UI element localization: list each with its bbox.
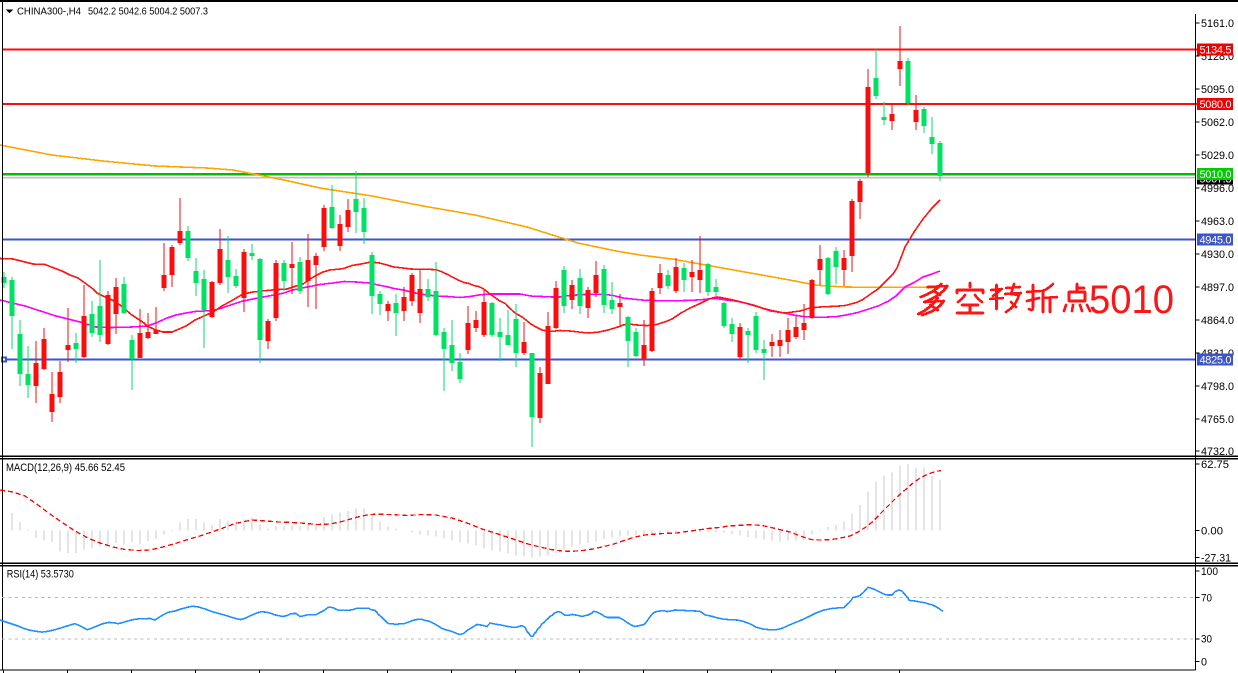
svg-text:4996.0: 4996.0 (1201, 183, 1234, 195)
svg-text:4732.0: 4732.0 (1201, 446, 1234, 458)
svg-text:5010.0: 5010.0 (1200, 169, 1232, 181)
svg-text:5062.0: 5062.0 (1201, 117, 1234, 129)
svg-text:4765.0: 4765.0 (1201, 414, 1234, 426)
svg-text:RSI(14) 53.5730: RSI(14) 53.5730 (7, 568, 74, 580)
svg-text:62.75: 62.75 (1201, 459, 1229, 471)
svg-text:MACD(12,26,9) 45.66 52.45: MACD(12,26,9) 45.66 52.45 (6, 462, 125, 474)
svg-text:5134.5: 5134.5 (1200, 45, 1232, 57)
svg-text:5029.0: 5029.0 (1201, 150, 1234, 162)
svg-text:4825.0: 4825.0 (1200, 355, 1232, 367)
svg-text:5042.2 5042.6 5004.2 5007.3: 5042.2 5042.6 5004.2 5007.3 (88, 5, 208, 17)
svg-text:5161.0: 5161.0 (1201, 18, 1234, 30)
svg-text:100: 100 (1201, 566, 1218, 578)
svg-text:0.00: 0.00 (1201, 525, 1223, 537)
svg-text:-27.31: -27.31 (1201, 552, 1231, 564)
svg-text:4963.0: 4963.0 (1201, 216, 1234, 228)
svg-text:30: 30 (1201, 634, 1212, 646)
svg-text:4798.0: 4798.0 (1201, 381, 1234, 393)
svg-text:4864.0: 4864.0 (1201, 315, 1234, 327)
svg-text:70: 70 (1201, 592, 1212, 604)
svg-text:4945.0: 4945.0 (1200, 235, 1232, 247)
svg-text:5010: 5010 (1089, 278, 1174, 322)
svg-text:5080.0: 5080.0 (1200, 99, 1232, 111)
svg-text:CHINA300-,H4: CHINA300-,H4 (17, 5, 81, 17)
svg-text:4930.0: 4930.0 (1201, 249, 1234, 261)
svg-text:5095.0: 5095.0 (1201, 84, 1234, 96)
svg-text:4897.0: 4897.0 (1201, 282, 1234, 294)
svg-text:0: 0 (1201, 656, 1207, 668)
